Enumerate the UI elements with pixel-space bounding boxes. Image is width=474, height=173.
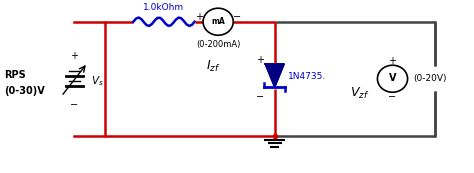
Text: −: − — [70, 100, 79, 110]
Text: (0-20V): (0-20V) — [413, 74, 447, 83]
Text: (0-30)V: (0-30)V — [4, 85, 45, 95]
Text: $V_s$: $V_s$ — [91, 74, 104, 88]
Text: RPS: RPS — [4, 70, 26, 80]
Polygon shape — [265, 64, 284, 87]
Text: mA: mA — [211, 17, 225, 26]
Text: −: − — [388, 92, 397, 102]
Circle shape — [377, 65, 408, 92]
Text: +: + — [195, 12, 203, 22]
Text: $V_{zf}$: $V_{zf}$ — [350, 86, 369, 101]
Text: +: + — [255, 55, 264, 65]
Circle shape — [203, 8, 233, 35]
Text: V: V — [389, 73, 396, 83]
Text: +: + — [389, 56, 397, 66]
Text: −: − — [255, 92, 264, 102]
Text: 1.0kOhm: 1.0kOhm — [144, 3, 184, 12]
Text: 1N4735.: 1N4735. — [288, 72, 326, 81]
Text: $I_{zf}$: $I_{zf}$ — [206, 58, 221, 74]
Text: +: + — [71, 51, 78, 61]
Text: (0-200mA): (0-200mA) — [196, 40, 240, 49]
Text: −: − — [233, 12, 241, 22]
